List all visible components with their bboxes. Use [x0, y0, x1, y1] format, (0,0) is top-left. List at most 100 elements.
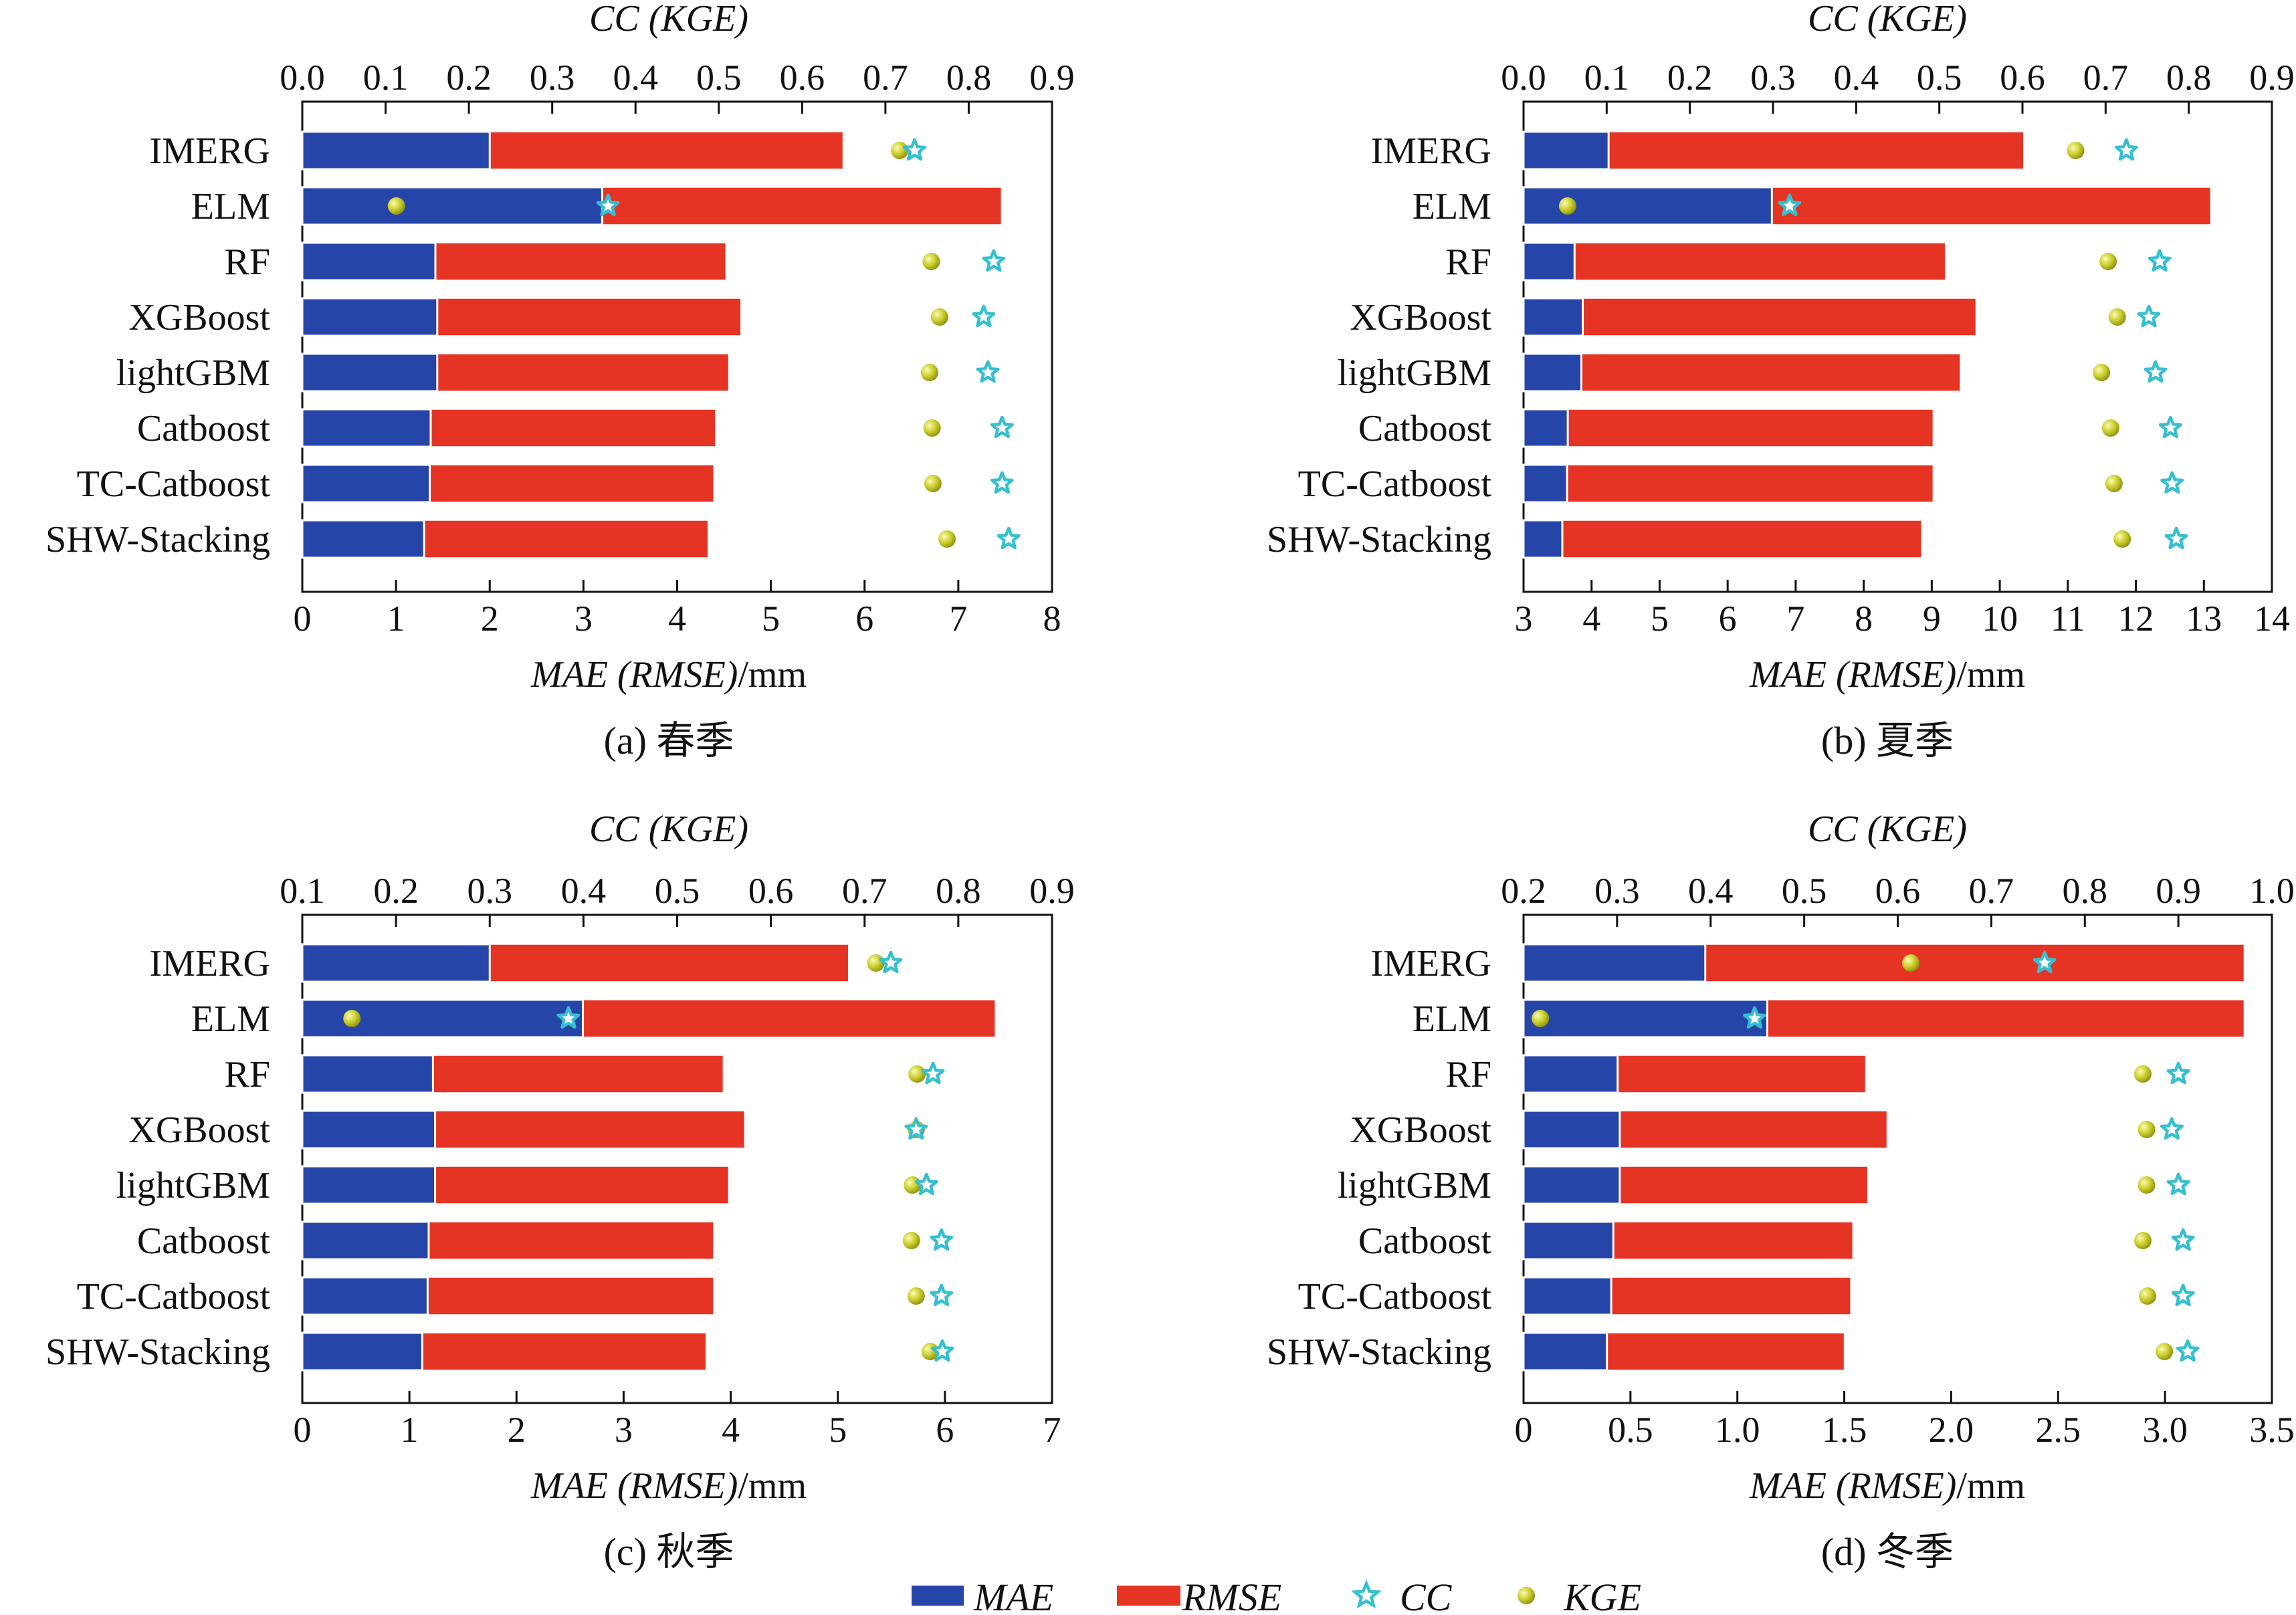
panel-c-cc-point — [921, 1061, 945, 1085]
panel-d-cc-point — [2032, 950, 2057, 974]
panel-c-top-tick-label: 0.6 — [748, 871, 794, 911]
panel-d-mae-bar — [1522, 1276, 1612, 1316]
panel-a-top-axis-title: CC (KGE) — [589, 0, 748, 39]
panel-a-kge-point — [922, 253, 940, 270]
panel-a-kge-point — [938, 530, 956, 548]
panel-d-frame — [1522, 913, 2273, 1404]
panel-b-mae-bar — [1522, 241, 1576, 282]
panel-a-cc-point — [990, 415, 1014, 439]
panel-d-kge-point — [2133, 1232, 2152, 1249]
panel-c-bottom-tick-label: 6 — [936, 1410, 954, 1450]
panel-b-top-tick-label: 0.4 — [1834, 58, 1879, 98]
panel-c-category-label: RF — [225, 1054, 271, 1095]
panel-b-rmse-bar — [1523, 409, 1934, 447]
panel-d-top-axis-title: CC (KGE) — [1808, 809, 1967, 850]
panel-b-top-tick-label: 0.7 — [2083, 58, 2129, 98]
panel-d-kge-point — [2137, 1121, 2156, 1138]
panel-d-mae-bar — [1522, 1054, 1619, 1094]
panel-c-bottom-tick-label: 2 — [508, 1410, 526, 1450]
panel-b-kge-point — [2093, 364, 2111, 381]
panel-b-bottom-axis-metric: MAE (RMSE) — [1749, 654, 1956, 695]
panel-b-cc-point — [2158, 415, 2182, 439]
panel-d-bottom-tick-label: 2.5 — [2036, 1410, 2081, 1450]
panel-a-frame — [301, 100, 1053, 593]
legend-kge-dot-icon — [1518, 1587, 1535, 1604]
panel-d-top-tick-label: 0.7 — [1969, 871, 2014, 911]
panel-b-rmse-bar — [1523, 520, 1922, 558]
panel-d-bottom-tick-label: 1.0 — [1715, 1410, 1760, 1450]
panel-b-mae-bar — [1522, 408, 1569, 448]
panel-b-top-tick-label: 0.0 — [1501, 58, 1546, 98]
panel-c-top-tick-label: 0.4 — [561, 871, 607, 911]
panel-b-category-label: TC-Catboost — [1298, 463, 1492, 505]
panel-a-mae-bar — [301, 352, 439, 393]
panel-b-bottom-axis-title: MAE (RMSE)/mm — [1749, 654, 2025, 695]
panel-b-cc-point — [2160, 471, 2184, 494]
panel-a-category-label: Catboost — [137, 408, 271, 449]
panel-d-caption: (d) 冬季 — [1821, 1530, 1954, 1574]
panel-c-mae-bar — [301, 1220, 430, 1261]
panel-d-category-label: lightGBM — [1338, 1165, 1491, 1206]
panel-d-chart: 0 0.5 1.0 1.5 2.0 2.5 3.0 3.5 0.2 0.3 0.4 0.5 0.6 0.7… — [1267, 871, 2295, 1450]
panel-d-cc-point — [2176, 1339, 2200, 1362]
panel-b-cc-point — [2114, 138, 2138, 161]
panel-c-chart: 0 1 2 3 4 5 6 7 0.1 0.2 0.3 0.4 0.5 0.6 0.7 0.8 0.9 IMERG… — [45, 871, 1075, 1450]
panel-a-bottom-axis-metric: MAE (RMSE) — [530, 654, 738, 695]
panel-b-rmse-bar — [1523, 298, 1977, 336]
panel-a-cc-point — [982, 249, 1006, 272]
panel-c-category-label: XGBoost — [128, 1109, 270, 1151]
panel-a-bottom-tick-label: 7 — [949, 599, 967, 639]
panel-b-bottom-tick-label: 11 — [2051, 599, 2085, 639]
panel-b-top-tick-label: 0.1 — [1584, 58, 1630, 98]
legend-mae-swatch — [912, 1586, 964, 1606]
panel-d-bottom-tick-label: 3.0 — [2142, 1410, 2188, 1450]
panel-b-bottom-tick-label: 6 — [1719, 599, 1737, 639]
panel-b-top-tick-label: 0.9 — [2249, 58, 2295, 98]
panel-d-bottom-tick-label: 3.5 — [2249, 1410, 2295, 1450]
panel-c-bottom-tick-label: 0 — [294, 1410, 312, 1450]
panel-a-cc-point — [596, 193, 620, 217]
panel-a-bottom-tick-label: 5 — [762, 599, 780, 639]
panel-c-category-label: ELM — [191, 998, 270, 1040]
panel-d-category-label: XGBoost — [1350, 1109, 1491, 1151]
panel-c-frame — [301, 913, 1053, 1404]
panel-c-bottom-tick-label: 3 — [615, 1410, 633, 1450]
panel-a-bottom-tick-label: 0 — [294, 599, 312, 639]
panel-a-kge-point — [924, 475, 942, 492]
panel-a-kge-point — [920, 364, 938, 381]
panel-b-top-axis-title: CC (KGE) — [1808, 0, 1967, 39]
panel-c-mae-bar — [301, 1109, 437, 1150]
legend-cc-star-icon — [1351, 1580, 1382, 1609]
panel-b-rmse-bar — [1523, 242, 1946, 281]
panel-b-mae-bar — [1522, 519, 1564, 559]
panel-b-kge-point — [2101, 419, 2119, 437]
panel-a-bottom-tick-label: 8 — [1043, 599, 1061, 639]
panel-a-top-tick-label: 0.2 — [446, 58, 492, 98]
panel-c-top-tick-label: 0.7 — [842, 871, 888, 911]
panel-d-category-label: TC-Catboost — [1298, 1276, 1492, 1317]
panel-c-top-tick-label: 0.3 — [467, 871, 513, 911]
panel-b-rmse-bar — [1523, 353, 1961, 392]
panel-c-bottom-tick-label: 5 — [829, 1410, 847, 1450]
panel-c-kge-point — [908, 1065, 926, 1083]
panel-c-kge-point — [867, 954, 885, 972]
panel-b-kge-point — [2105, 475, 2123, 492]
panel-b-kge-point — [2099, 253, 2117, 270]
panel-c-kge-point — [343, 1010, 361, 1027]
panel-d-cc-point — [2160, 1117, 2184, 1140]
panel-d-top-tick-label: 0.5 — [1782, 871, 1827, 911]
panel-a-top-tick-label: 0.8 — [946, 58, 992, 98]
panel-b-bottom-tick-label: 10 — [1982, 599, 2018, 639]
panel-d-category-label: IMERG — [1371, 943, 1491, 984]
panel-d-bottom-tick-label: 2.0 — [1929, 1410, 1974, 1450]
panel-c-bottom-axis-metric: MAE (RMSE) — [530, 1465, 738, 1507]
panel-a-top-tick-label: 0.9 — [1029, 58, 1075, 98]
panel-a-bottom-tick-label: 1 — [387, 599, 405, 639]
panel-b-mae-bar — [1522, 130, 1610, 171]
panel-b-bottom-tick-label: 14 — [2254, 599, 2290, 639]
panel-c-top-tick-label: 0.5 — [655, 871, 700, 911]
panel-a-category-label: ELM — [191, 186, 270, 227]
panel-a-bottom-tick-label: 6 — [855, 599, 873, 639]
panel-a-category-label: RF — [225, 241, 271, 283]
panel-a-top-tick-label: 0.1 — [363, 58, 409, 98]
